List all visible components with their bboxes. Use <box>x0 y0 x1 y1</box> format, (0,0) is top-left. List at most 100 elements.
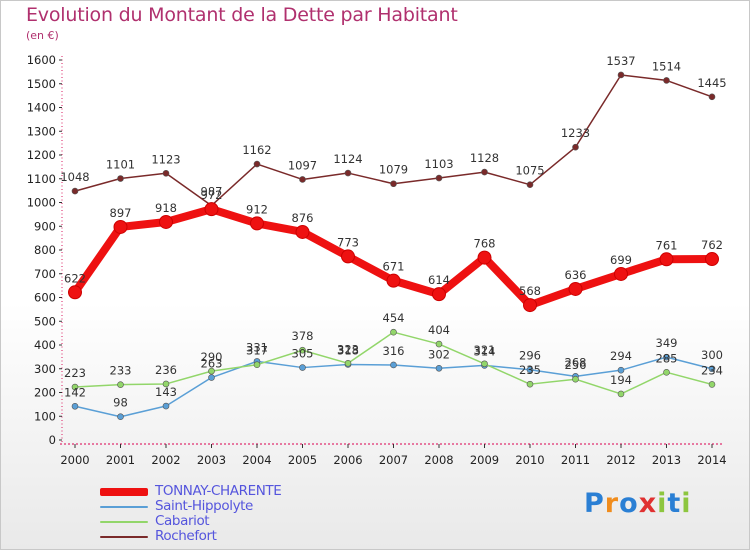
data-label: 233 <box>110 364 132 378</box>
brand-letter: x <box>638 488 658 519</box>
data-point <box>386 273 401 288</box>
axes: 0 100 200 300 400 500 600 700 800 900 1000 1100 1200… <box>27 53 727 467</box>
legend-swatch <box>100 536 148 538</box>
data-label: 568 <box>519 284 541 298</box>
y-tick-label: 1600 <box>27 53 56 67</box>
data-point <box>344 359 352 367</box>
data-point <box>526 181 534 188</box>
x-tick-label: 2012 <box>606 453 635 467</box>
y-tick-label: 700 <box>34 267 56 281</box>
data-label: 671 <box>383 260 405 274</box>
data-point <box>299 364 306 371</box>
data-point <box>299 346 306 354</box>
x-tick-label: 2000 <box>60 453 89 467</box>
data-point <box>481 168 488 176</box>
data-labels-layer: 142 98 143 263 331 305 318 316 302 314 296 268 294 34… <box>60 54 726 410</box>
data-label: 1445 <box>697 76 726 90</box>
data-point <box>435 340 443 348</box>
brand-letter: o <box>619 488 639 519</box>
data-point <box>71 402 79 410</box>
y-tick-label: 1400 <box>27 101 56 115</box>
data-label: 1079 <box>379 163 408 177</box>
data-label: 256 <box>565 358 587 372</box>
data-point <box>523 298 537 313</box>
y-tick-label: 500 <box>34 314 56 328</box>
data-label: 1124 <box>333 152 362 166</box>
y-tick-label: 0 <box>49 433 56 447</box>
data-label: 622 <box>64 271 86 285</box>
data-label: 194 <box>610 373 632 387</box>
data-point <box>663 369 670 376</box>
data-label: 1097 <box>288 158 317 172</box>
data-point <box>390 361 397 369</box>
legend-swatch <box>100 506 148 508</box>
data-point <box>705 252 719 267</box>
data-point <box>341 249 355 264</box>
data-label: 143 <box>155 385 177 399</box>
legend-label: Rochefort <box>155 528 217 544</box>
data-point <box>159 214 173 229</box>
data-label: 223 <box>64 366 86 380</box>
y-tick-label: 1500 <box>27 77 56 91</box>
data-point <box>526 380 534 388</box>
data-label: 323 <box>337 342 359 356</box>
data-label: 349 <box>656 336 678 350</box>
data-label: 234 <box>701 363 723 377</box>
data-point <box>708 93 716 101</box>
data-label: 897 <box>110 206 132 220</box>
data-label: 404 <box>428 323 450 337</box>
data-point <box>71 187 79 195</box>
x-tick-label: 2009 <box>470 453 499 467</box>
data-label: 1123 <box>151 152 180 166</box>
data-point <box>435 174 443 182</box>
data-label: 98 <box>113 396 128 410</box>
data-label: 987 <box>201 185 223 199</box>
data-label: 1514 <box>652 59 681 73</box>
x-tick-label: 2007 <box>379 453 408 467</box>
brand-letter: r <box>604 488 620 519</box>
x-tick-label: 2013 <box>652 453 681 467</box>
y-tick-label: 1200 <box>27 148 56 162</box>
data-point <box>614 266 628 281</box>
data-label: 762 <box>701 238 723 252</box>
data-label: 235 <box>519 363 541 377</box>
data-label: 1075 <box>515 164 544 178</box>
data-point <box>659 252 674 267</box>
chart-subtitle: (en €) <box>26 29 59 42</box>
data-label: 1128 <box>470 151 499 165</box>
data-label: 972 <box>201 188 223 202</box>
data-point <box>208 367 215 375</box>
data-point <box>117 381 124 388</box>
data-label: 321 <box>474 343 496 357</box>
data-point <box>617 366 625 374</box>
data-label: 294 <box>610 349 632 363</box>
data-point <box>708 381 716 388</box>
legend-label: Cabariot <box>155 513 210 529</box>
x-tick-label: 2005 <box>288 453 317 467</box>
data-point <box>208 374 215 381</box>
data-label: 636 <box>565 268 587 282</box>
data-point <box>295 224 310 239</box>
data-point <box>663 353 670 361</box>
data-label: 378 <box>292 329 314 343</box>
proxiti-logo: Proxiti <box>584 488 692 519</box>
data-point <box>204 202 219 217</box>
data-point <box>526 366 534 374</box>
y-tick-label: 1100 <box>27 172 56 186</box>
data-point <box>477 250 492 265</box>
data-point <box>253 160 261 168</box>
data-point <box>117 175 124 182</box>
y-tick-label: 1000 <box>27 196 56 210</box>
brand-letter: i <box>681 488 692 519</box>
data-label: 876 <box>292 211 314 225</box>
y-tick-label: 1300 <box>27 124 56 138</box>
data-label: 290 <box>201 350 223 364</box>
data-label: 918 <box>155 201 177 215</box>
data-label: 614 <box>428 273 450 287</box>
data-label: 302 <box>428 347 450 361</box>
data-label: 1101 <box>106 158 135 172</box>
x-tick-label: 2002 <box>151 453 180 467</box>
data-point <box>572 143 579 151</box>
data-label: 263 <box>201 357 223 371</box>
